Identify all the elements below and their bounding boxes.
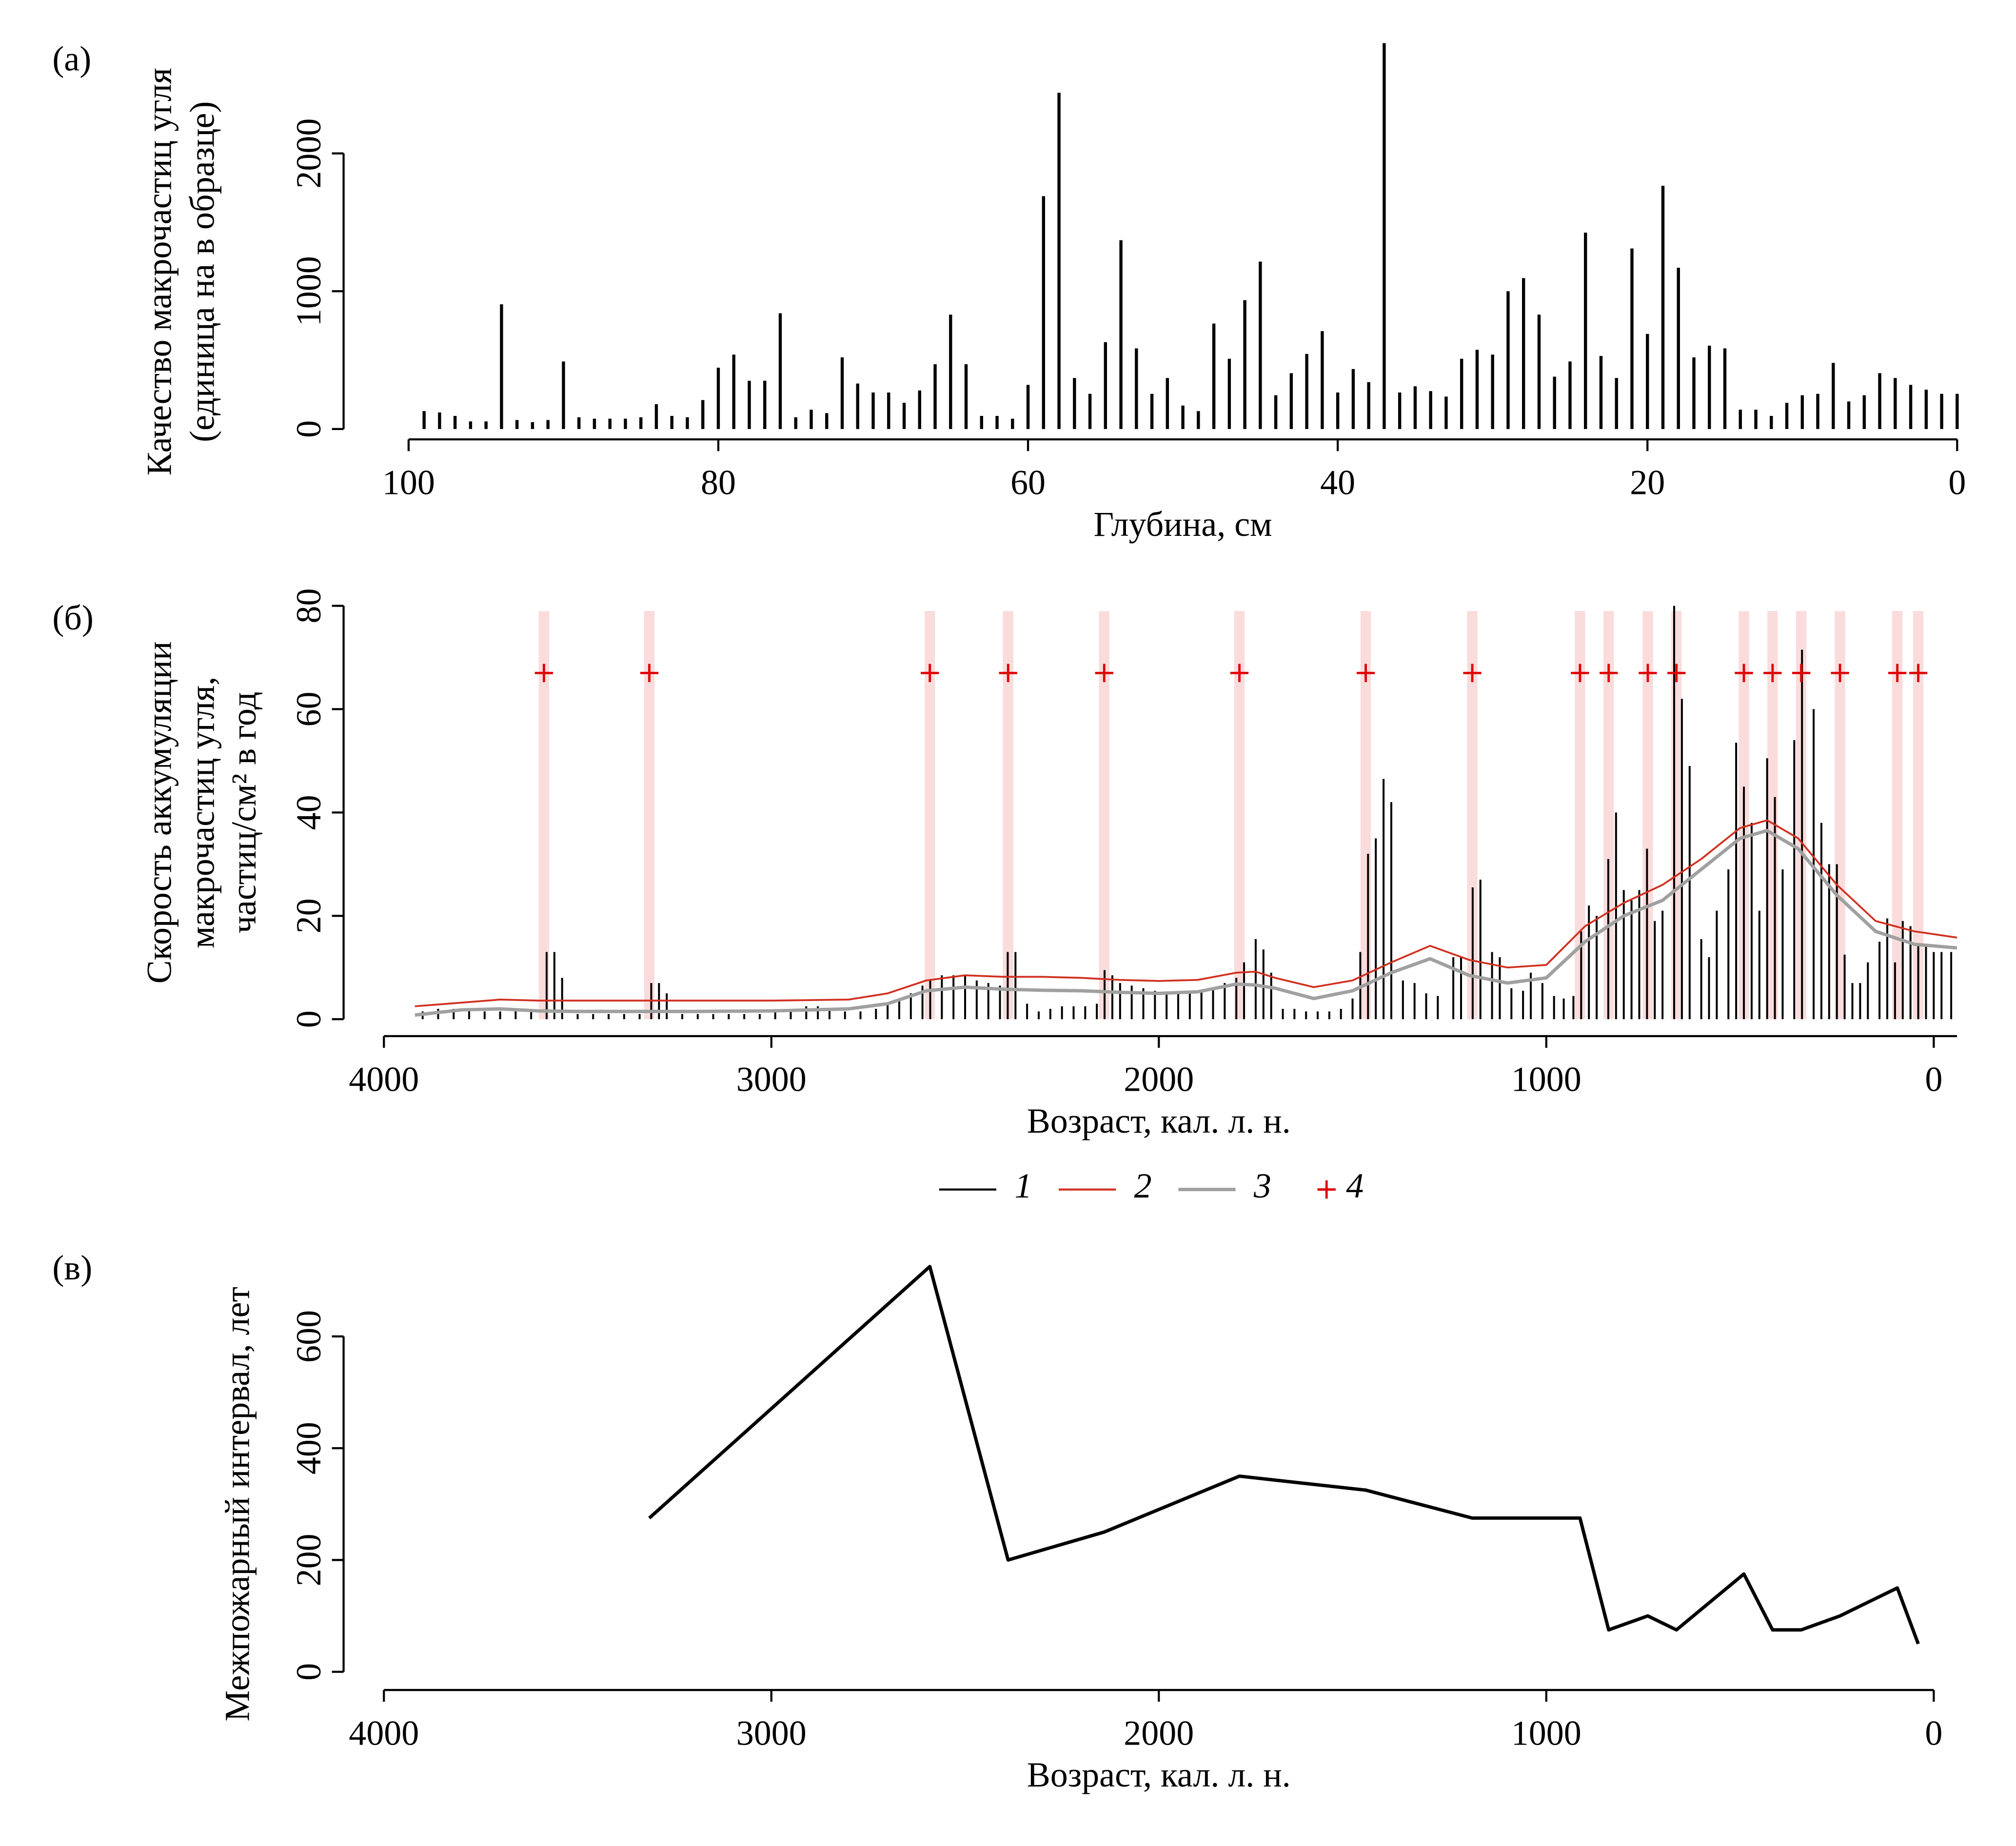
fire-band (1892, 611, 1903, 1020)
x-tick-label: 40 (1320, 463, 1355, 502)
y-tick-label: 0 (289, 1663, 328, 1681)
legend-label: 3 (1253, 1166, 1271, 1205)
legend-label: 4 (1346, 1166, 1364, 1205)
x-axis-title: Возраст, кал. л. н. (1027, 1755, 1291, 1794)
fire-band (538, 611, 550, 1020)
x-tick-label: 2000 (1124, 1714, 1194, 1753)
fire-marker (534, 664, 553, 682)
x-axis-title: Глубина, см (1093, 505, 1272, 544)
smooth-line (415, 829, 1957, 1017)
fire-marker (1831, 664, 1849, 682)
fire-marker (1600, 664, 1618, 682)
fire-marker (1763, 664, 1782, 682)
y-axis-title: частиц/см² в год (224, 691, 263, 933)
y-tick-label: 40 (289, 795, 328, 830)
fire-marker (1356, 664, 1375, 682)
fire-marker (1230, 664, 1249, 682)
fire-marker (1909, 664, 1928, 682)
y-axis-title: Качество макрочастиц угля (139, 68, 178, 475)
x-tick-label: 2000 (1124, 1060, 1194, 1099)
fire-marker (921, 664, 939, 682)
x-tick-label: 4000 (349, 1714, 419, 1753)
y-axis-title: Межпожарный интервал, лет (217, 1287, 257, 1722)
fire-marker (1735, 664, 1753, 682)
x-tick-label: 0 (1925, 1714, 1942, 1753)
fire-band (1913, 611, 1924, 1020)
y-tick-label: 200 (289, 1533, 328, 1586)
panel-label: (б) (52, 598, 94, 637)
fire-band (1467, 611, 1478, 1020)
legend-label: 2 (1134, 1166, 1152, 1205)
x-tick-label: 0 (1925, 1060, 1942, 1099)
fire-band (644, 611, 655, 1020)
x-tick-label: 0 (1948, 463, 1966, 502)
y-tick-label: 1000 (289, 256, 328, 326)
fire-marker (1639, 664, 1657, 682)
fire-marker (999, 664, 1017, 682)
y-tick-label: 0 (289, 1010, 328, 1028)
interval-line (648, 1265, 1920, 1645)
fire-band (1003, 611, 1013, 1020)
y-tick-label: 0 (289, 420, 328, 438)
fire-marker (1095, 664, 1113, 682)
fire-band (1603, 611, 1614, 1020)
fire-marker (1667, 664, 1686, 682)
fire-band (1575, 611, 1585, 1020)
y-tick-label: 20 (289, 898, 328, 933)
fire-marker (640, 664, 659, 682)
fire-band (1642, 611, 1653, 1020)
fire-band (1234, 611, 1245, 1020)
fire-marker (1792, 664, 1811, 682)
y-tick-label: 2000 (289, 118, 328, 189)
fire-band (925, 611, 935, 1020)
y-axis-title: (единица на в образце) (182, 101, 221, 442)
fire-marker (1463, 664, 1482, 682)
legend-label: 1 (1014, 1166, 1032, 1205)
y-tick-label: 400 (289, 1422, 328, 1474)
y-tick-label: 600 (289, 1310, 328, 1363)
fire-band (1099, 611, 1109, 1020)
x-tick-label: 4000 (349, 1060, 419, 1099)
panel-label: (а) (52, 39, 91, 78)
x-axis-title: Возраст, кал. л. н. (1027, 1101, 1291, 1140)
legend-marker (1317, 1180, 1336, 1199)
x-tick-label: 20 (1630, 463, 1665, 502)
y-axis-title: макрочастиц угля, (182, 677, 221, 948)
x-tick-label: 100 (382, 463, 435, 502)
fire-marker (1888, 664, 1907, 682)
x-tick-label: 1000 (1511, 1714, 1581, 1753)
x-tick-label: 80 (701, 463, 736, 502)
fire-marker (1571, 664, 1589, 682)
smooth-line (415, 819, 1957, 1007)
x-tick-label: 1000 (1511, 1060, 1581, 1099)
y-axis-title: Скорость аккумуляции (139, 641, 178, 983)
y-tick-label: 80 (289, 588, 328, 623)
panel-label: (в) (52, 1248, 92, 1287)
x-tick-label: 3000 (736, 1060, 807, 1099)
x-tick-label: 3000 (736, 1714, 807, 1753)
y-tick-label: 60 (289, 691, 328, 727)
x-tick-label: 60 (1010, 463, 1046, 502)
